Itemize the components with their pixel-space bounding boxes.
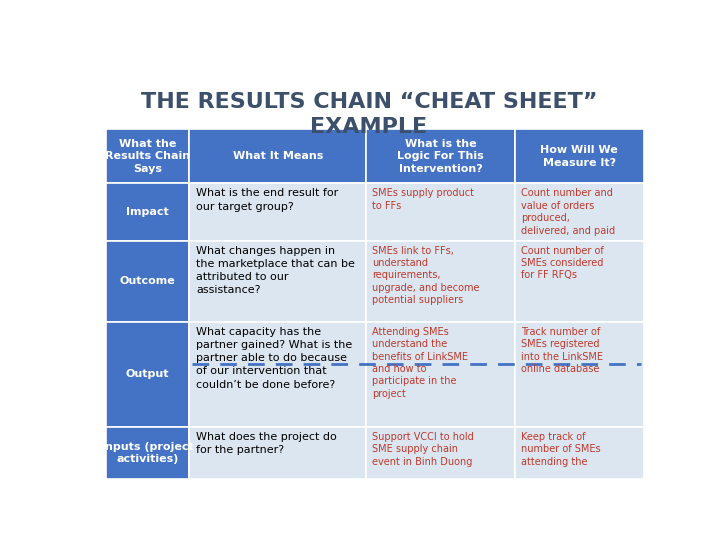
Bar [189, 427, 366, 478]
Bar [106, 129, 189, 184]
Text: Outcome: Outcome [120, 276, 176, 286]
Text: THE RESULTS CHAIN “CHEAT SHEET”
EXAMPLE: THE RESULTS CHAIN “CHEAT SHEET” EXAMPLE [140, 92, 598, 137]
Text: Track number of
SMEs registered
into the LinkSME
online database: Track number of SMEs registered into the… [521, 327, 603, 374]
Text: Count number of
SMEs considered
for FF RFQs: Count number of SMEs considered for FF R… [521, 246, 603, 280]
Text: What is the
Logic For This
Intervention?: What is the Logic For This Intervention? [397, 139, 484, 174]
Bar [366, 129, 516, 184]
Bar [189, 240, 366, 322]
Bar [516, 322, 644, 427]
Bar [366, 240, 516, 322]
Text: Support VCCI to hold
SME supply chain
event in Binh Duong: Support VCCI to hold SME supply chain ev… [372, 432, 474, 467]
Bar [366, 184, 516, 240]
Text: What capacity has the
partner gained? What is the
partner able to do because
of : What capacity has the partner gained? Wh… [196, 327, 352, 389]
Bar [189, 322, 366, 427]
Text: What changes happen in
the marketplace that can be
attributed to our
assistance?: What changes happen in the marketplace t… [196, 246, 355, 295]
Bar [366, 427, 516, 478]
Text: Output: Output [126, 369, 169, 379]
Bar [106, 427, 189, 478]
Bar [189, 184, 366, 240]
Bar [106, 184, 189, 240]
Bar [106, 322, 189, 427]
Bar [516, 427, 644, 478]
Text: What does the project do
for the partner?: What does the project do for the partner… [196, 432, 337, 455]
Bar [189, 129, 366, 184]
Text: What is the end result for
our target group?: What is the end result for our target gr… [196, 188, 338, 212]
Bar [106, 240, 189, 322]
Text: What It Means: What It Means [233, 151, 323, 161]
Bar [366, 322, 516, 427]
Text: Attending SMEs
understand the
benefits of LinkSME
and how to
participate in the
: Attending SMEs understand the benefits o… [372, 327, 468, 399]
Bar [516, 240, 644, 322]
Text: Count number and
value of orders
produced,
delivered, and paid: Count number and value of orders produce… [521, 188, 615, 235]
Bar [516, 184, 644, 240]
Bar [516, 129, 644, 184]
Text: Impact: Impact [126, 207, 169, 217]
Text: What the
Results Chain
Says: What the Results Chain Says [105, 139, 190, 174]
Text: Inputs (project
activities): Inputs (project activities) [101, 442, 194, 464]
Text: SMEs supply product
to FFs: SMEs supply product to FFs [372, 188, 474, 211]
Text: Keep track of
number of SMEs
attending the: Keep track of number of SMEs attending t… [521, 432, 600, 467]
Text: How Will We
Measure It?: How Will We Measure It? [541, 145, 618, 167]
Text: SMEs link to FFs,
understand
requirements,
upgrade, and become
potential supplie: SMEs link to FFs, understand requirement… [372, 246, 480, 305]
